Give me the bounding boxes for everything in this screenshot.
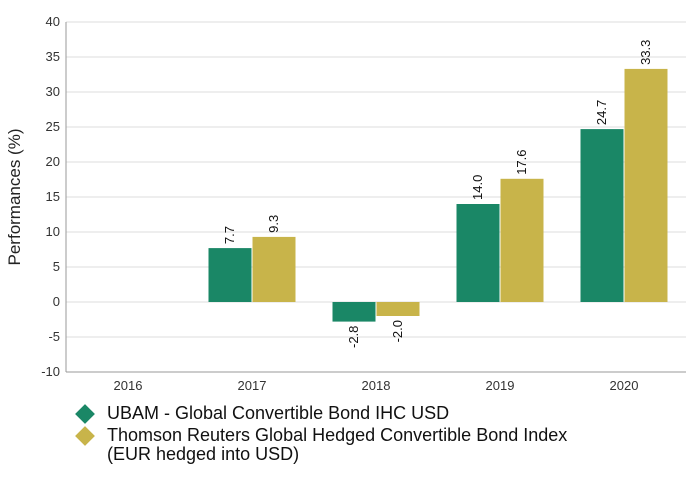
data-label: -2.0 — [390, 320, 405, 342]
data-label: 9.3 — [266, 215, 281, 233]
y-tick-label: 35 — [46, 49, 60, 64]
x-tick-label: 2016 — [114, 378, 143, 393]
bar-series-1 — [208, 248, 252, 302]
bar-series-2 — [376, 302, 420, 316]
legend-item-series-2: Thomson Reuters Global Hedged Convertibl… — [75, 426, 675, 464]
data-label: 17.6 — [514, 149, 529, 174]
y-axis-title: Performances (%) — [5, 129, 24, 266]
legend-swatch-series-2 — [75, 426, 95, 446]
data-label: 33.3 — [638, 40, 653, 65]
y-tick-label: 10 — [46, 224, 60, 239]
bar-series-1 — [580, 129, 624, 302]
y-tick-label: 15 — [46, 189, 60, 204]
data-label: 14.0 — [470, 175, 485, 200]
y-tick-label: 5 — [53, 259, 60, 274]
bar-series-2 — [500, 178, 544, 302]
x-tick-label: 2018 — [362, 378, 391, 393]
data-label: 7.7 — [222, 226, 237, 244]
x-tick-label: 2020 — [610, 378, 639, 393]
x-tick-label: 2017 — [238, 378, 267, 393]
data-label: 24.7 — [594, 100, 609, 125]
legend-swatch-series-1 — [75, 404, 95, 424]
y-tick-label: -5 — [48, 329, 60, 344]
chart-area: -10 -5 0 5 10 15 20 25 30 35 40 Performances (%) 201… — [5, 14, 686, 393]
bar-series-2 — [252, 236, 296, 302]
x-tick-label: 2019 — [486, 378, 515, 393]
y-tick-label: 0 — [53, 294, 60, 309]
y-tick-label: 25 — [46, 119, 60, 134]
legend: UBAM - Global Convertible Bond IHC USD T… — [75, 404, 675, 467]
y-tick-label: 20 — [46, 154, 60, 169]
legend-label-series-1: UBAM - Global Convertible Bond IHC USD — [107, 403, 450, 423]
legend-label-series-2: Thomson Reuters Global Hedged Convertibl… — [107, 425, 568, 464]
bar-series-1 — [332, 302, 376, 322]
bar-series-2 — [624, 68, 668, 303]
y-tick-label: 30 — [46, 84, 60, 99]
bar-chart: -10 -5 0 5 10 15 20 25 30 35 40 Performances (%) 201… — [5, 14, 686, 393]
bar-series-1 — [456, 204, 500, 302]
legend-item-series-1: UBAM - Global Convertible Bond IHC USD — [75, 403, 675, 424]
y-tick-label: -10 — [41, 364, 60, 379]
y-tick-label: 40 — [46, 14, 60, 29]
data-label: -2.8 — [346, 326, 361, 348]
